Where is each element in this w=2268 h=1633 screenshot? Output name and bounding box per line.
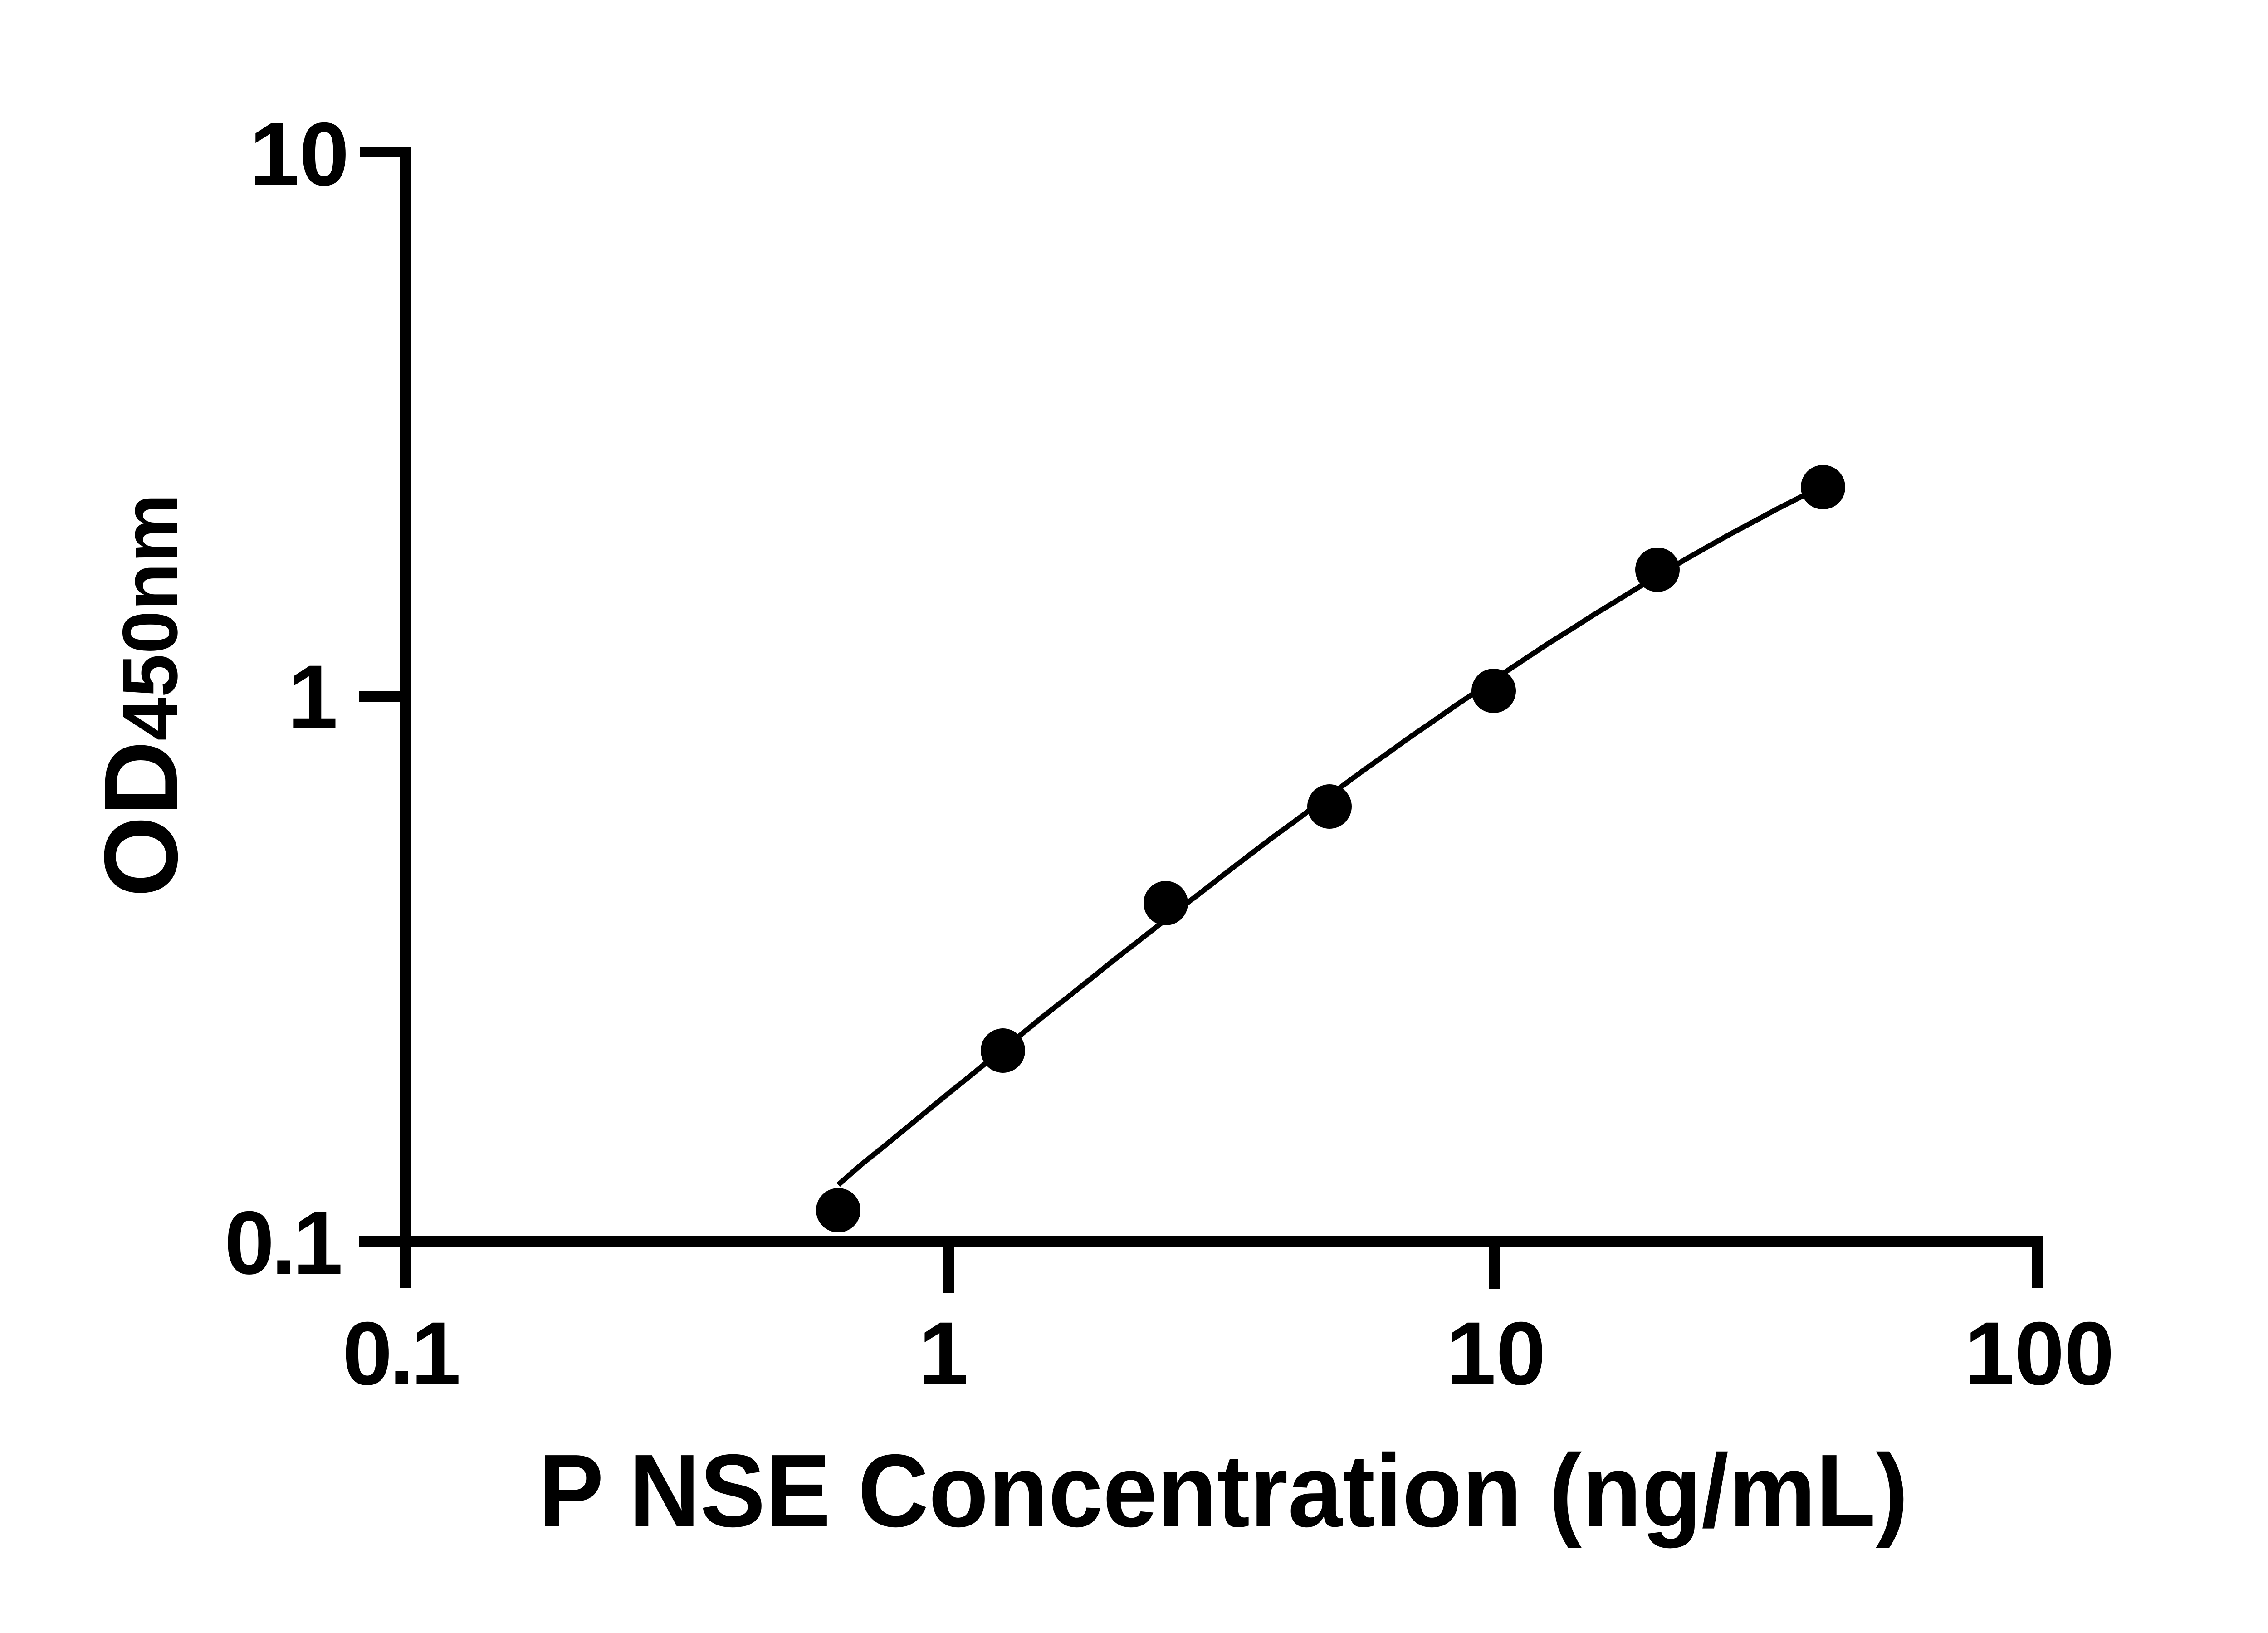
svg-text:0.1: 0.1 [225, 1193, 341, 1293]
svg-text:0.1: 0.1 [342, 1303, 459, 1403]
svg-text:10: 10 [1446, 1303, 1546, 1403]
svg-text:OD450nm: OD450nm [83, 494, 199, 897]
svg-text:P NSE Concentration (ng/mL): P NSE Concentration (ng/mL) [538, 1433, 1908, 1549]
svg-text:1: 1 [919, 1303, 968, 1403]
svg-text:10: 10 [249, 104, 349, 204]
svg-text:1: 1 [288, 646, 338, 747]
svg-text:100: 100 [1965, 1303, 2114, 1403]
